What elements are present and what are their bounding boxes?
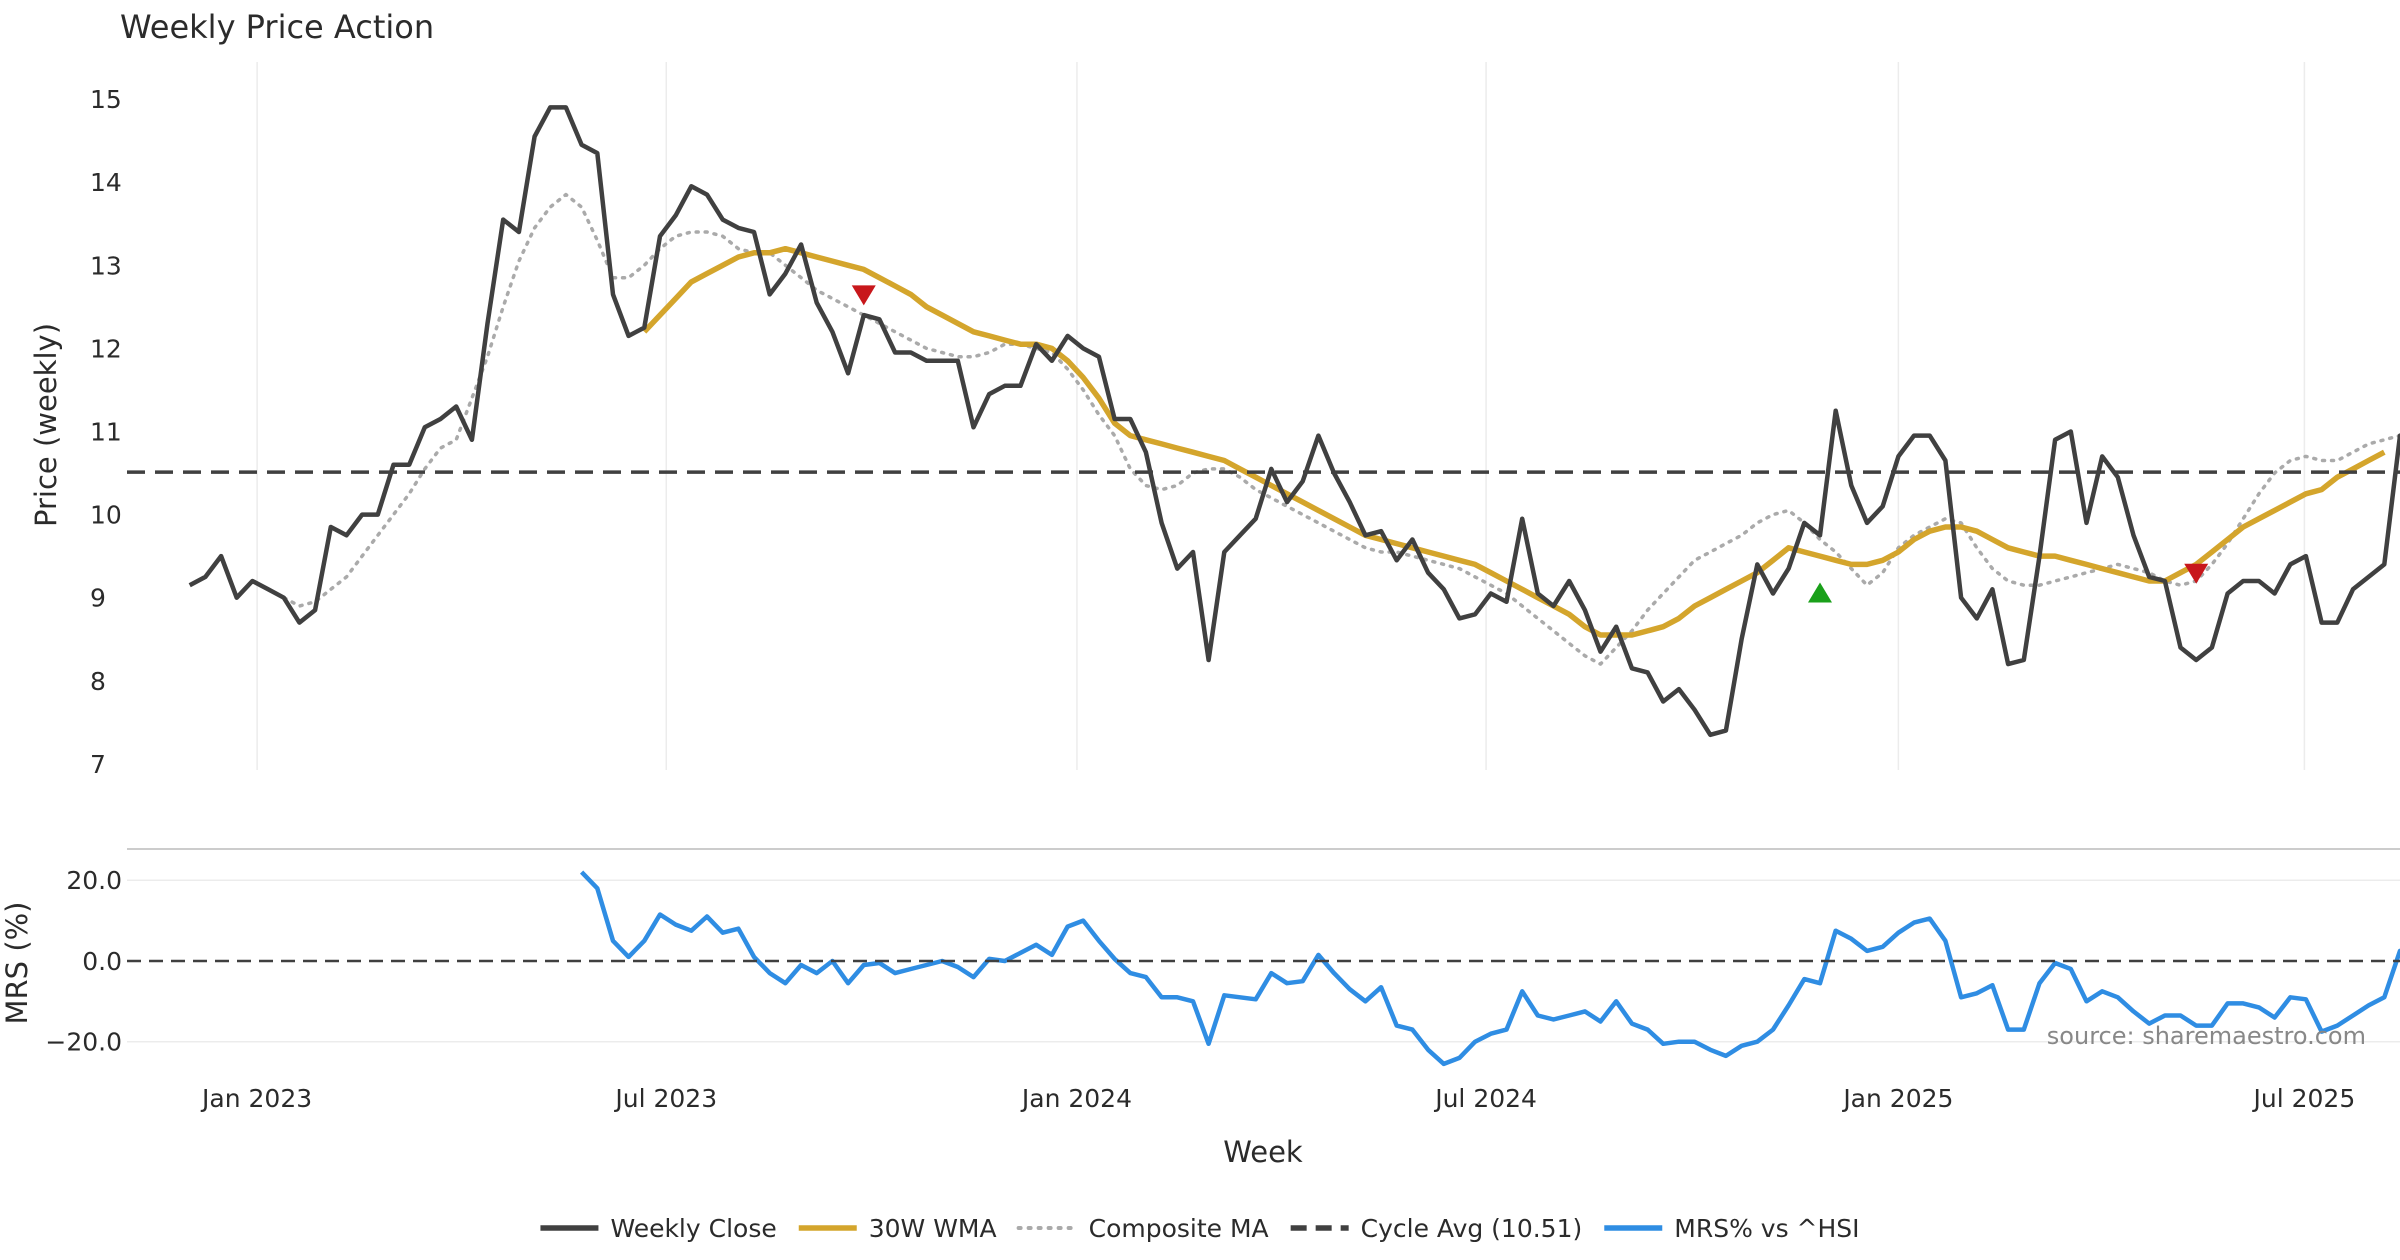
x-tick-jul-2023: Jul 2023 <box>613 1084 717 1113</box>
legend-label-weekly-close: Weekly Close <box>610 1214 776 1243</box>
price-vertical-grid <box>256 62 2306 770</box>
source-note: source: sharemaestro.com <box>2047 1022 2366 1050</box>
chart-title: Weekly Price Action <box>120 8 434 46</box>
price-tick-14: 14 <box>90 168 122 197</box>
price-tick-12: 12 <box>90 334 122 363</box>
price-tick-15: 15 <box>90 85 122 114</box>
mrs-tick-2: −20.0 <box>45 1028 122 1057</box>
price-tick-9: 9 <box>90 584 106 613</box>
x-tick-jan-2023: Jan 2023 <box>200 1084 312 1113</box>
mrs-y-axis-label: MRS (%) <box>0 902 34 1025</box>
x-axis-label: Week <box>1223 1135 1303 1169</box>
price-tick-8: 8 <box>90 667 106 696</box>
mrs-line <box>579 870 2400 1067</box>
weekly-close-line <box>188 105 2400 738</box>
price-tick-11: 11 <box>90 417 122 446</box>
buy-signal-marker-1 <box>1807 582 1832 603</box>
price-series <box>127 105 2400 738</box>
sell-signal-marker-0 <box>851 285 876 306</box>
price-tick-10: 10 <box>90 501 122 530</box>
legend-item-mrs-vs-hsi: MRS% vs ^HSI <box>1604 1214 1860 1243</box>
30w-wma-line <box>642 245 2386 638</box>
legend-item-30w-wma: 30W WMA <box>798 1214 997 1243</box>
x-axis-ticks: Jan 2023 Jul 2023 Jan 2024 Jul 2024 Jan 2025… <box>200 1084 2355 1113</box>
price-y-ticks: 7 8 9 10 11 12 13 14 15 <box>90 85 122 779</box>
mrs-horizontal-grid <box>127 879 2400 1043</box>
x-tick-jul-2025: Jul 2025 <box>2252 1084 2356 1113</box>
price-tick-7: 7 <box>90 750 106 779</box>
legend: Weekly Close 30W WMA Composite MA Cycle Avg… <box>540 1214 1860 1243</box>
mrs-tick-0: 20.0 <box>66 866 122 895</box>
mrs-tick-1: 0.0 <box>82 947 122 976</box>
price-y-axis-label: Price (weekly) <box>29 323 63 527</box>
legend-item-composite-ma: Composite MA <box>1016 1214 1269 1243</box>
legend-label-cycle-avg-10-51: Cycle Avg (10.51) <box>1361 1214 1583 1243</box>
legend-label-mrs-vs-hsi: MRS% vs ^HSI <box>1674 1214 1859 1243</box>
signal-markers <box>851 285 2209 603</box>
price-tick-13: 13 <box>90 251 122 280</box>
legend-label-composite-ma: Composite MA <box>1089 1214 1269 1243</box>
x-tick-jan-2025: Jan 2025 <box>1841 1084 1953 1113</box>
x-tick-jul-2024: Jul 2024 <box>1433 1084 1537 1113</box>
legend-item-cycle-avg-10-51: Cycle Avg (10.51) <box>1290 1214 1583 1243</box>
mrs-y-ticks: 20.0 0.0 −20.0 <box>45 866 122 1057</box>
legend-label-30w-wma: 30W WMA <box>869 1214 997 1243</box>
legend-item-weekly-close: Weekly Close <box>540 1214 777 1243</box>
mrs-series <box>127 870 2400 1067</box>
sell-signal-marker-2 <box>2184 563 2209 584</box>
x-tick-jan-2024: Jan 2024 <box>1020 1084 1132 1113</box>
